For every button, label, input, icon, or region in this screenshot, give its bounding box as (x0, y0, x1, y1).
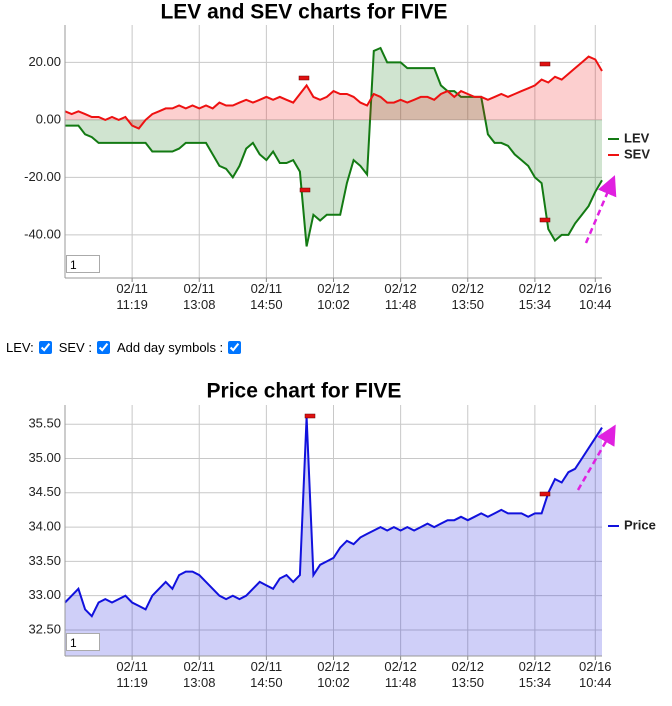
legend-label: Price (624, 517, 656, 532)
day-symbol (539, 61, 551, 67)
y-tick-label: 32.50 (28, 621, 61, 636)
day-symbol (539, 217, 551, 223)
x-tick-label: 02/11 14:50 (250, 281, 283, 312)
x-tick-label: 02/12 15:34 (518, 659, 552, 690)
x-tick-label: 02/11 13:08 (182, 281, 216, 312)
x-tick-label: 02/16 10:44 (579, 281, 612, 312)
x-tick-label: 02/12 10:02 (317, 659, 350, 690)
trend-arrow (584, 175, 617, 244)
legend-label: LEV (624, 130, 650, 145)
y-tick-label: 34.00 (28, 519, 61, 534)
area-fill (65, 417, 602, 656)
control-label: SEV : (58, 340, 92, 355)
area-fill (65, 56, 602, 129)
x-tick-label: 02/11 11:19 (116, 659, 148, 690)
x-tick-label: 02/12 13:50 (451, 659, 485, 690)
control-label: LEV: (6, 340, 34, 355)
series-line (64, 417, 603, 618)
x-tick-label: 02/12 15:34 (518, 281, 552, 312)
y-tick-label: 34.50 (28, 484, 61, 499)
day-symbol (539, 491, 551, 497)
range-input[interactable]: 1 (66, 633, 100, 651)
x-tick-label: 02/16 10:44 (579, 659, 612, 690)
checkbox[interactable] (96, 341, 110, 354)
x-tick-label: 02/11 13:08 (182, 659, 216, 690)
series-line (65, 46, 603, 247)
legend-label: SEV (624, 146, 650, 161)
trend-arrow (576, 424, 616, 491)
chart-title: LEV and SEV charts for FIVE (160, 1, 447, 24)
x-tick-label: 02/11 11:19 (116, 281, 148, 312)
y-tick-label: -20.00 (24, 169, 61, 184)
x-tick-label: 02/12 13:50 (451, 281, 485, 312)
series-line (64, 55, 603, 130)
control-label: Add day symbols : (116, 340, 224, 355)
controls: LEV: SEV : Add day symbols : (6, 340, 245, 355)
y-tick-label: 35.50 (28, 416, 61, 431)
y-tick-label: 35.00 (28, 450, 61, 465)
x-tick-label: 02/12 10:02 (317, 281, 350, 312)
y-tick-label: 0.00 (36, 111, 61, 126)
y-tick-label: 33.00 (28, 587, 61, 602)
chart-title: Price chart for FIVE (207, 380, 402, 403)
day-symbol (304, 413, 316, 419)
y-tick-label: -40.00 (24, 226, 61, 241)
x-tick-label: 02/12 11:48 (384, 281, 417, 312)
y-tick-label: 33.50 (28, 553, 61, 568)
checkbox[interactable] (38, 341, 52, 354)
day-symbol (298, 75, 310, 81)
x-tick-label: 02/11 14:50 (250, 659, 283, 690)
y-tick-label: 20.00 (28, 54, 61, 69)
range-input[interactable]: 1 (66, 255, 100, 273)
day-symbol (299, 187, 311, 193)
x-tick-label: 02/12 11:48 (384, 659, 417, 690)
checkbox[interactable] (228, 341, 242, 354)
